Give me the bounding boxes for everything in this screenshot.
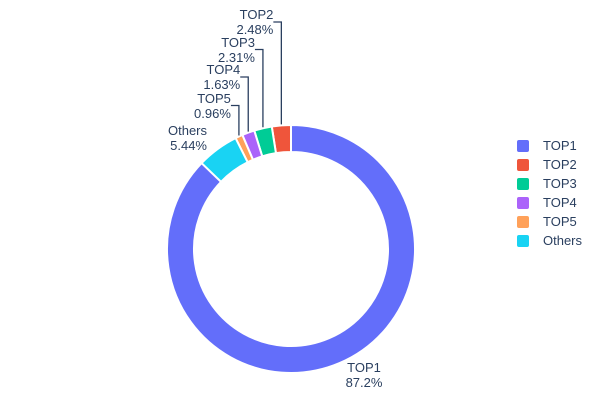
leader-line-top5 [230, 104, 240, 136]
pie-label-percent: 2.48% [236, 22, 274, 37]
legend-swatch-top2 [517, 158, 529, 171]
legend-item-top4[interactable]: TOP4 [517, 193, 582, 212]
pie-label-percent: 2.31% [218, 49, 255, 65]
pie-label-name: Others [167, 123, 207, 138]
pie-label-percent: 87.2% [345, 375, 383, 390]
legend-swatch-others [517, 234, 529, 247]
pie-label-top4: TOP4 1.63% [130, 62, 240, 92]
pie-label-percent: 5.44% [170, 138, 207, 153]
slice-others[interactable] [200, 136, 249, 184]
legend-item-top3[interactable]: TOP3 [517, 174, 582, 193]
legend-label: TOP2 [543, 157, 577, 172]
pie-label-name: TOP4 [206, 62, 241, 77]
pie-label-top2: TOP2 2.48% [163, 7, 273, 37]
legend-label: Others [543, 233, 583, 248]
leader-line-top3 [254, 48, 264, 128]
legend-label: TOP3 [543, 176, 577, 191]
legend-label: TOP1 [543, 138, 577, 153]
pie-label-top3: TOP3 2.31% [145, 35, 255, 65]
legend-item-others[interactable]: Others [517, 231, 582, 250]
legend-swatch-top3 [517, 177, 529, 190]
leader-line-top4 [240, 76, 249, 132]
pie-label-name: TOP5 [197, 90, 231, 106]
legend: TOP1 TOP2 TOP3 TOP4 TOP5 Others [517, 136, 582, 250]
slice-top3[interactable] [252, 125, 278, 158]
slice-top1[interactable] [166, 123, 416, 374]
pie-label-top5: TOP5 0.96% [121, 91, 231, 121]
pie-label-name: TOP3 [221, 34, 255, 50]
pie-label-top1: TOP1 87.2% [304, 360, 424, 390]
legend-swatch-top4 [517, 196, 529, 209]
leader-line-top2 [273, 21, 283, 125]
slice-top2[interactable] [270, 123, 292, 155]
pie-label-others: Others 5.44% [97, 123, 207, 153]
legend-item-top1[interactable]: TOP1 [517, 136, 582, 155]
pie-label-name: TOP1 [347, 360, 381, 375]
legend-item-top2[interactable]: TOP2 [517, 155, 582, 174]
pie-label-percent: 1.63% [203, 77, 241, 92]
legend-swatch-top5 [517, 215, 529, 228]
legend-label: TOP5 [543, 214, 577, 229]
legend-item-top5[interactable]: TOP5 [517, 212, 582, 231]
pie-label-percent: 0.96% [194, 105, 231, 121]
pie-label-name: TOP2 [239, 7, 274, 22]
legend-swatch-top1 [517, 139, 529, 152]
legend-label: TOP4 [543, 195, 577, 210]
